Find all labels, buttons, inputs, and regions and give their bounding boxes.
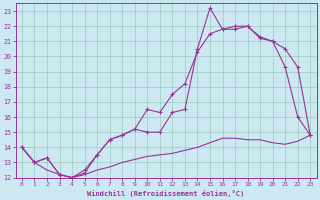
- X-axis label: Windchill (Refroidissement éolien,°C): Windchill (Refroidissement éolien,°C): [87, 190, 245, 197]
